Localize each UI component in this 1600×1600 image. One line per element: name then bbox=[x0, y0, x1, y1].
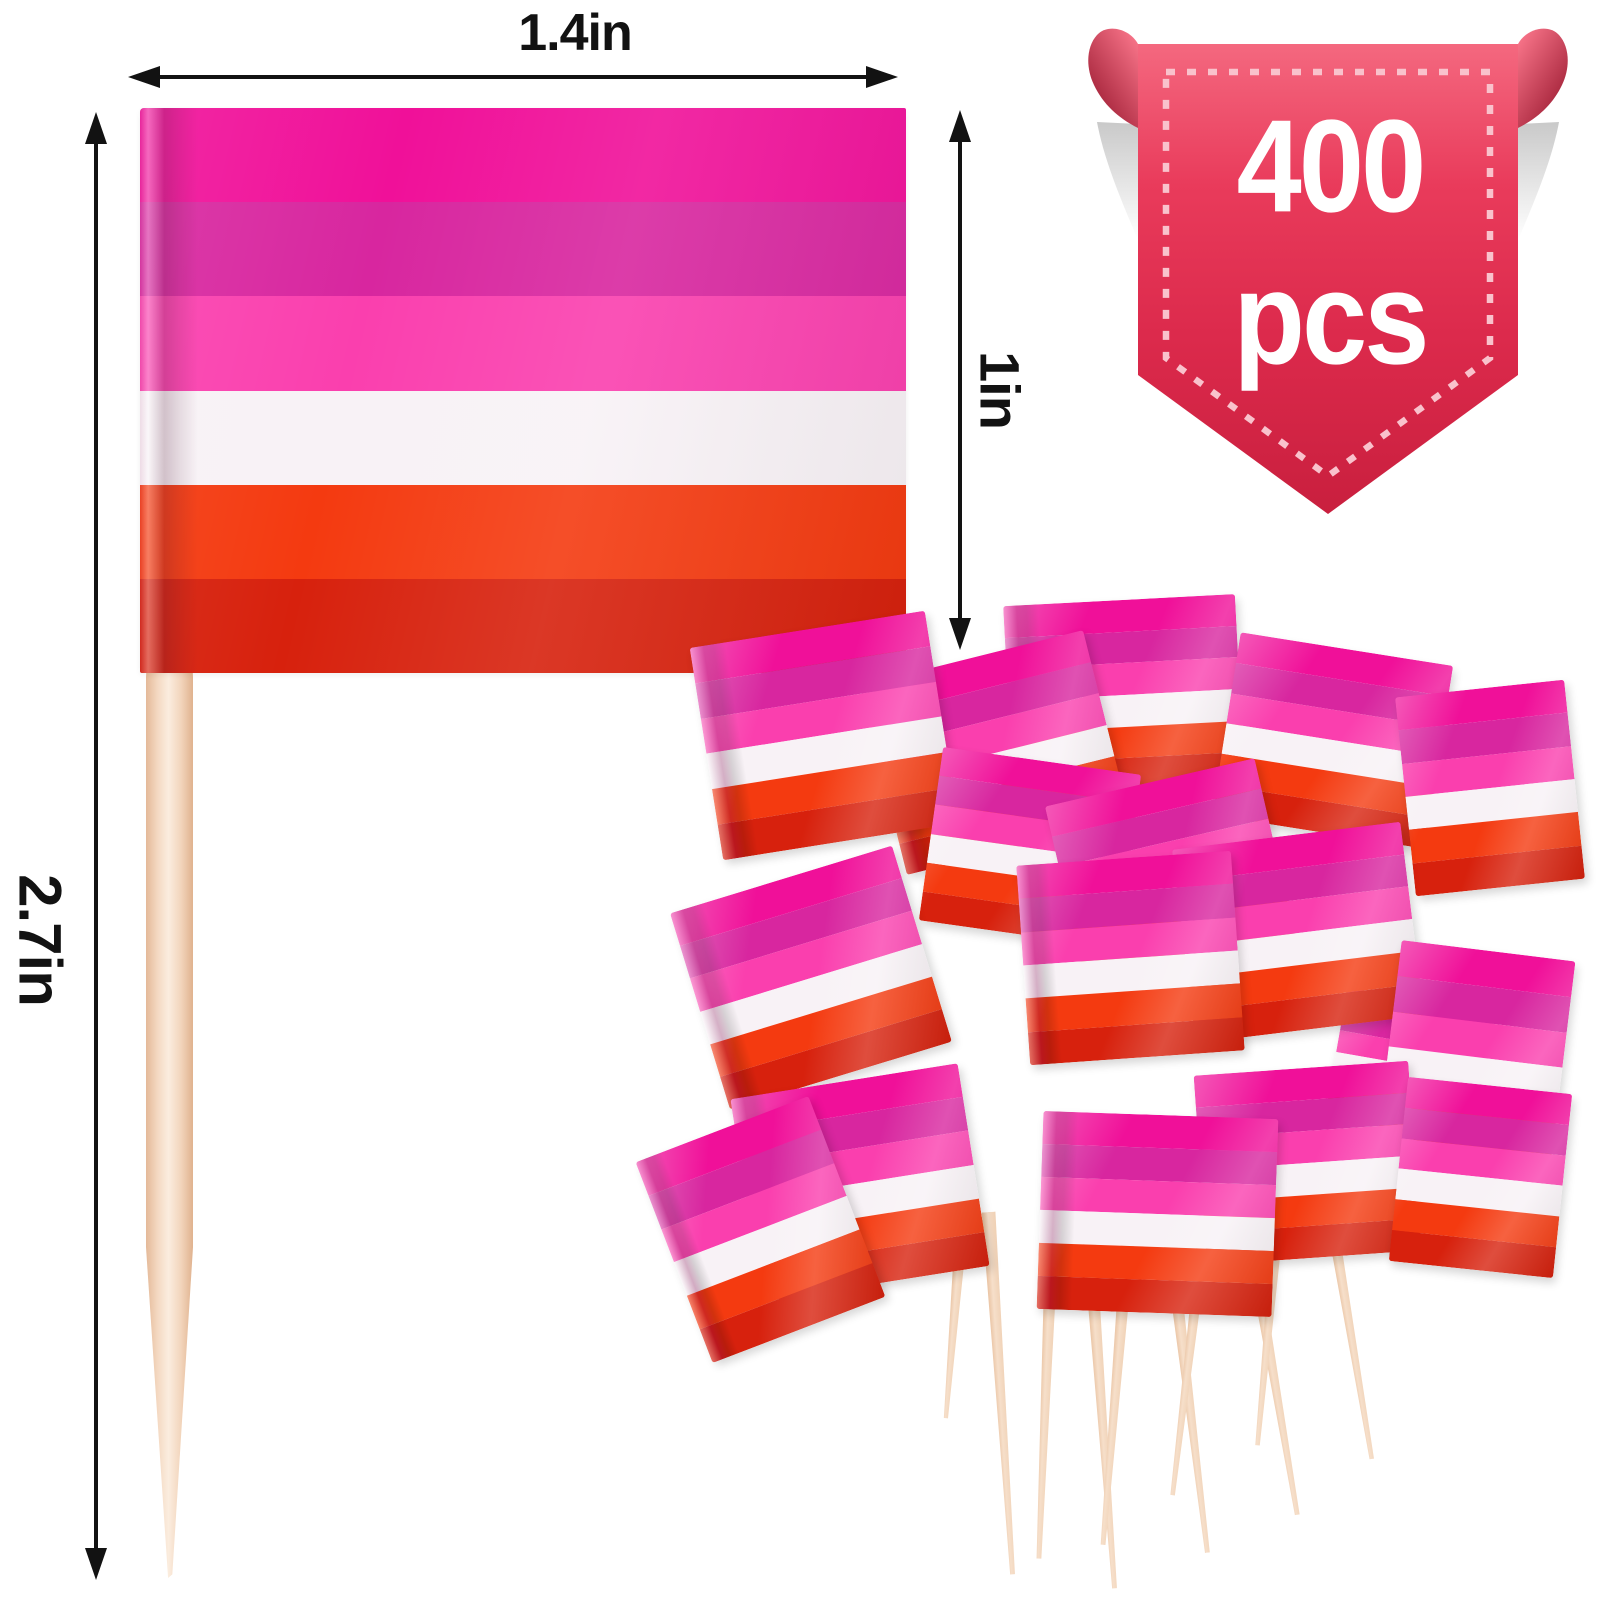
height-arrow-line bbox=[958, 138, 962, 622]
flag-gloss bbox=[1036, 1110, 1279, 1318]
toothpick bbox=[981, 1212, 1020, 1579]
flag-height-label: 1in bbox=[968, 351, 1032, 429]
big-flag bbox=[140, 108, 906, 673]
total-height-label: 2.7in bbox=[6, 874, 74, 1006]
ribbon-stitch-border bbox=[1162, 68, 1494, 481]
flag-gloss bbox=[1016, 850, 1245, 1066]
total-height-arrow-top-head bbox=[85, 112, 107, 144]
flag-gloss bbox=[1395, 679, 1585, 897]
width-arrow-right-head bbox=[866, 66, 898, 88]
flag-stripe bbox=[140, 108, 906, 203]
ribbon-shadow-right bbox=[1518, 122, 1559, 240]
ribbon-curl-right bbox=[1518, 28, 1568, 129]
flag-gloss bbox=[1388, 1076, 1573, 1279]
badge-count: 400 bbox=[1236, 92, 1427, 240]
width-arrow-line bbox=[152, 75, 876, 79]
total-height-arrow-line bbox=[94, 140, 98, 1552]
mini-flag bbox=[1395, 679, 1585, 897]
flag-stripe bbox=[140, 296, 906, 391]
mini-flag bbox=[1036, 1110, 1279, 1318]
flag-gloss bbox=[689, 610, 959, 861]
mini-flag bbox=[1388, 1076, 1573, 1279]
ribbon-curl-left bbox=[1088, 28, 1138, 129]
flag-stripe bbox=[140, 484, 906, 579]
ribbon-body bbox=[1138, 44, 1518, 514]
flag-gloss bbox=[140, 108, 906, 673]
mini-flag bbox=[1016, 850, 1245, 1066]
total-height-arrow-bottom-head bbox=[85, 1548, 107, 1580]
count-badge-ribbon bbox=[1088, 28, 1568, 514]
mini-flag bbox=[689, 610, 959, 861]
badge-unit: pcs bbox=[1233, 244, 1429, 392]
width-arrow-left-head bbox=[128, 66, 160, 88]
height-arrow-bottom-head bbox=[949, 618, 971, 650]
height-arrow-top-head bbox=[949, 110, 971, 142]
ribbon-shadow-left bbox=[1097, 122, 1138, 240]
toothpick-stick bbox=[146, 659, 193, 1578]
flag-width-label: 1.4in bbox=[518, 4, 632, 62]
flag-stripe bbox=[140, 390, 906, 485]
flag-stripe bbox=[140, 202, 906, 297]
flag-pole-fold bbox=[140, 108, 198, 673]
big-flag-stripes bbox=[140, 108, 906, 673]
